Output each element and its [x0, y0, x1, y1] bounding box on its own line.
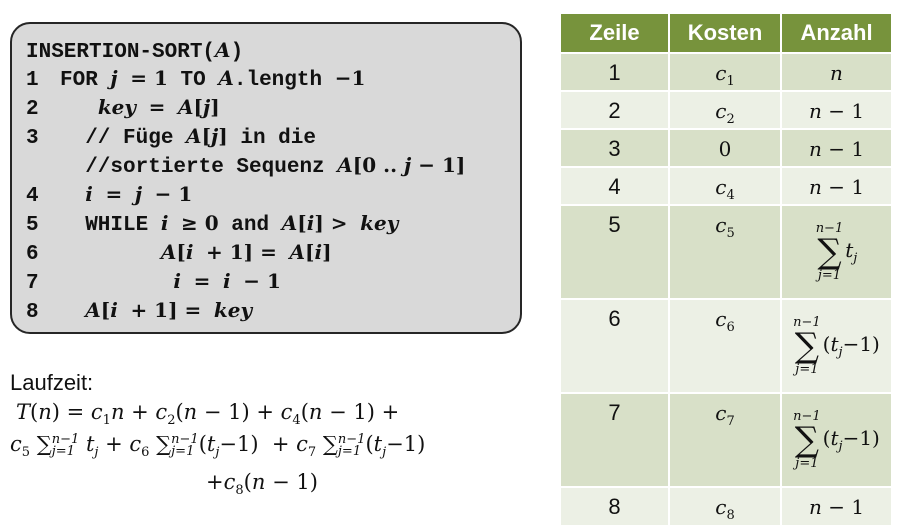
cell-kosten: c7 — [669, 392, 782, 487]
table-row: 6 c6 n−1 ∑ j=1 (tj−1) — [561, 298, 891, 393]
cell-kosten: c4 — [669, 166, 782, 205]
sum-expression: n−1 ∑ j=1 tj — [815, 221, 858, 283]
runtime-formula-line-3: +c8(n − 1) — [206, 470, 318, 499]
code-line-7: 7 i = i − 1 — [26, 269, 281, 295]
table-row: 4 c4 n − 1 — [561, 166, 891, 205]
cell-anzahl: n − 1 — [781, 128, 891, 167]
cell-zeile: 1 — [561, 52, 670, 91]
cell-kosten: c2 — [669, 90, 782, 129]
code-line-6: 6 A[i + 1] = A[i] — [26, 240, 332, 266]
cell-anzahl: n — [781, 52, 891, 91]
sum-expression: n−1 ∑ j=1 (tj−1) — [793, 409, 880, 471]
cell-anzahl: n−1 ∑ j=1 tj — [781, 204, 891, 299]
cost-table: Zeile Kosten Anzahl 1 c1 n 2 c2 n − 1 3 … — [561, 14, 891, 525]
cell-zeile: 3 — [561, 128, 670, 167]
table-row: 5 c5 n−1 ∑ j=1 tj — [561, 204, 891, 299]
table-row: 2 c2 n − 1 — [561, 90, 891, 129]
cell-kosten: c1 — [669, 52, 782, 91]
table-row: 7 c7 n−1 ∑ j=1 (tj−1) — [561, 392, 891, 487]
cell-anzahl: n−1 ∑ j=1 (tj−1) — [781, 298, 891, 393]
cell-kosten: c5 — [669, 204, 782, 299]
sum-expression: n−1 ∑ j=1 (tj−1) — [793, 315, 880, 377]
code-line-2: 2 key = A[j] — [26, 95, 220, 121]
cell-zeile: 7 — [561, 392, 670, 487]
cell-kosten: 0 — [669, 128, 782, 167]
table-row: 3 0 n − 1 — [561, 128, 891, 167]
header-kosten: Kosten — [669, 14, 782, 53]
code-line-1: 1 FOR j = 1 TO A.length −1 — [26, 66, 366, 92]
runtime-formula-line-2: c5 ∑ n−1 j=1 tj + c6 ∑ n−1 j=1 (tj−1) + c7 ∑ n… — [10, 431, 426, 461]
cell-zeile: 4 — [561, 166, 670, 205]
header-anzahl: Anzahl — [781, 14, 891, 53]
code-line-5: 5 WHILE i ≥ 0 and A[i] > key — [26, 211, 399, 237]
runtime-label: Laufzeit: — [10, 370, 94, 395]
code-line-8: 8 A[i + 1] = key — [26, 298, 253, 324]
cell-zeile: 2 — [561, 90, 670, 129]
table-header-row: Zeile Kosten Anzahl — [561, 14, 891, 53]
cell-kosten: c8 — [669, 486, 782, 525]
table-row: 1 c1 n — [561, 52, 891, 91]
cell-zeile: 8 — [561, 486, 670, 525]
runtime-formula-line-1: T(n) = c1n + c2(n − 1) + c4(n − 1) + — [16, 400, 400, 429]
cell-zeile: 5 — [561, 204, 670, 299]
header-zeile: Zeile — [561, 14, 670, 53]
cell-anzahl: n − 1 — [781, 90, 891, 129]
code-line-3: 3 // Füge A[j] in die — [26, 124, 316, 150]
cell-zeile: 6 — [561, 298, 670, 393]
cell-kosten: c6 — [669, 298, 782, 393]
table-row: 8 c8 n − 1 — [561, 486, 891, 525]
code-title: INSERTION-SORT(A) — [26, 38, 244, 64]
cell-anzahl: n−1 ∑ j=1 (tj−1) — [781, 392, 891, 487]
code-line-4: 4 i = j − 1 — [26, 182, 193, 208]
code-line-3b: //sortierte Sequenz A[0 .. j − 1] — [60, 153, 466, 179]
pseudocode-box: INSERTION-SORT(A) 1 FOR j = 1 TO A.length… — [10, 22, 522, 334]
cell-anzahl: n − 1 — [781, 486, 891, 525]
cell-anzahl: n − 1 — [781, 166, 891, 205]
